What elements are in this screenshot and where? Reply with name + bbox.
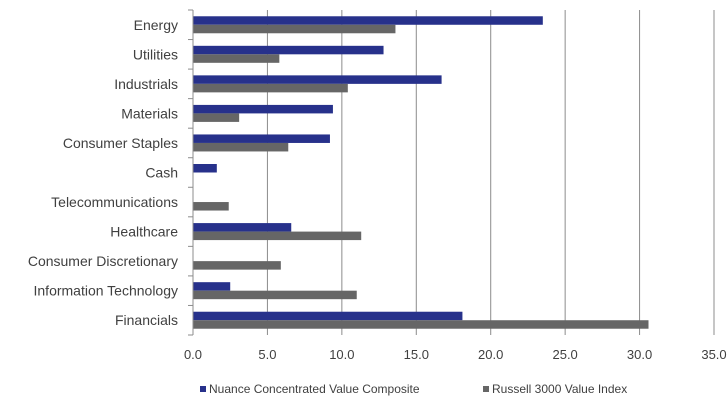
bar-russell bbox=[193, 83, 348, 93]
category-label: Industrials bbox=[114, 76, 178, 92]
category-label: Telecommunications bbox=[51, 194, 178, 210]
x-tick-label: 5.0 bbox=[258, 347, 276, 362]
gridlines bbox=[266, 10, 715, 335]
legend-swatch bbox=[483, 386, 489, 392]
bars bbox=[193, 16, 649, 329]
x-tick-label: 20.0 bbox=[478, 347, 503, 362]
category-label: Materials bbox=[121, 105, 178, 121]
x-tick-label: 25.0 bbox=[552, 347, 577, 362]
bar-russell bbox=[193, 142, 289, 152]
bar-russell bbox=[193, 320, 649, 329]
bar-nuance bbox=[193, 164, 217, 173]
bar-russell bbox=[193, 113, 240, 122]
x-tick-label: 30.0 bbox=[627, 347, 652, 362]
x-tick-labels: 0.0 5.0 10.0 15.0 20.0 25.0 30.0 35.0 bbox=[184, 347, 727, 362]
bar-nuance bbox=[193, 223, 292, 232]
x-tick-label: 10.0 bbox=[329, 347, 354, 362]
category-label: Healthcare bbox=[110, 224, 178, 240]
x-tick-label: 0.0 bbox=[184, 347, 202, 362]
bar-nuance bbox=[193, 104, 333, 114]
x-tick-label: 15.0 bbox=[404, 347, 429, 362]
category-label: Utilities bbox=[133, 46, 178, 62]
bar-nuance bbox=[193, 75, 442, 84]
category-label: Consumer Staples bbox=[63, 135, 178, 151]
category-label: Information Technology bbox=[34, 283, 179, 299]
bar-nuance bbox=[193, 45, 384, 55]
category-label: Cash bbox=[145, 165, 178, 181]
category-label: Financials bbox=[115, 312, 178, 328]
legend-label: Nuance Concentrated Value Composite bbox=[209, 382, 420, 396]
category-label: Consumer Discretionary bbox=[28, 253, 178, 269]
bar-russell bbox=[193, 24, 396, 34]
legend: Nuance Concentrated Value Composite Russe… bbox=[200, 382, 627, 396]
bar-russell bbox=[193, 231, 362, 241]
bar-nuance bbox=[193, 311, 463, 321]
axes bbox=[188, 9, 194, 336]
bar-russell bbox=[193, 54, 280, 63]
bar-russell bbox=[193, 290, 357, 300]
legend-swatch bbox=[200, 386, 206, 392]
bar-nuance bbox=[193, 134, 330, 143]
category-labels: Energy Utilities Industrials Materials Consu… bbox=[28, 17, 178, 328]
bar-russell bbox=[193, 261, 281, 270]
legend-label: Russell 3000 Value Index bbox=[492, 382, 627, 396]
bar-nuance bbox=[193, 282, 231, 291]
bar-nuance bbox=[193, 16, 543, 25]
x-tick-label: 35.0 bbox=[701, 347, 726, 362]
category-label: Energy bbox=[134, 17, 178, 33]
bar-russell bbox=[193, 202, 229, 211]
